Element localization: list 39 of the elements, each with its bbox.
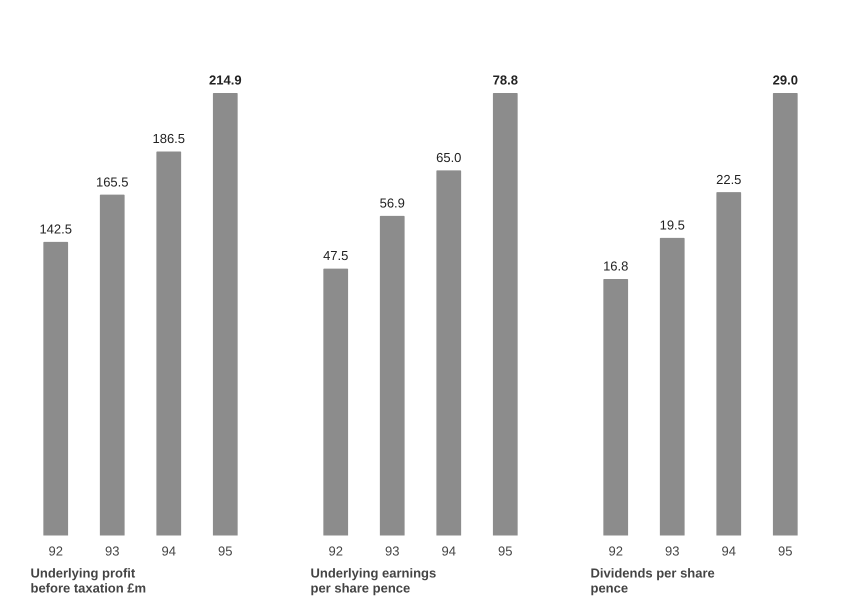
x-tick-label: 94 (442, 544, 456, 558)
data-label: 22.5 (716, 172, 742, 187)
bar (100, 194, 125, 536)
bar (716, 192, 742, 536)
bar (323, 268, 348, 536)
data-label: 47.5 (323, 248, 348, 264)
data-label: 78.8 (492, 72, 518, 88)
bar (380, 216, 405, 536)
x-tick-label: 93 (665, 544, 680, 558)
x-tick-label: 94 (722, 544, 736, 558)
data-label: 56.9 (380, 196, 405, 211)
data-label: 165.5 (96, 174, 129, 190)
bar (603, 278, 628, 536)
x-tick-label: 95 (498, 544, 513, 558)
x-tick-label: 95 (218, 544, 233, 558)
text: Underlying earnings per share pence (310, 566, 436, 596)
x-tick-label: 92 (608, 544, 623, 558)
text: Underlying profit before taxation £m (30, 566, 146, 596)
bar (772, 93, 798, 536)
x-tick-label: 94 (162, 544, 176, 558)
data-label: 16.8 (603, 258, 628, 274)
bar (660, 238, 685, 536)
x-tick-label: 92 (48, 544, 63, 558)
data-label: 65.0 (436, 150, 462, 166)
x-tick-label: 95 (778, 544, 793, 558)
x-tick-label: 93 (105, 544, 120, 558)
bar (156, 151, 182, 536)
bar (436, 170, 462, 536)
data-label: 19.5 (660, 217, 685, 232)
x-tick-label: 93 (385, 544, 400, 558)
bar (492, 93, 518, 536)
data-label: 142.5 (39, 222, 72, 237)
text: Dividends per share pence (590, 566, 715, 596)
bar (43, 242, 68, 536)
data-label: 214.9 (209, 72, 242, 88)
data-label: 186.5 (152, 131, 186, 146)
x-tick-label: 92 (328, 544, 343, 558)
bar (212, 93, 238, 536)
data-label: 29.0 (772, 72, 798, 88)
